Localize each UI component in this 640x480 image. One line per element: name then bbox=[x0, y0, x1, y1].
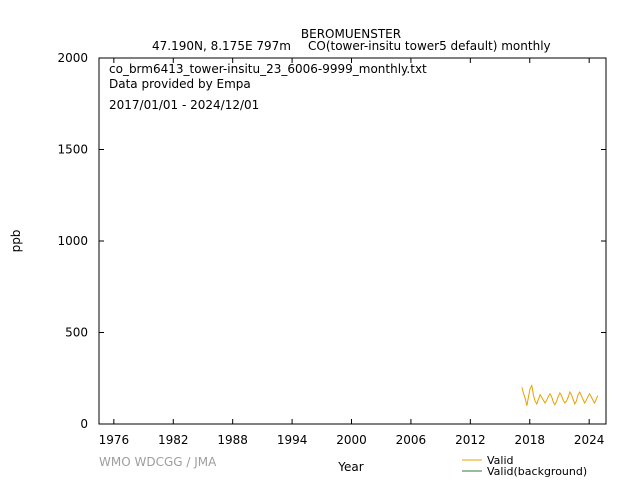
x-tick-label: 2018 bbox=[514, 433, 545, 447]
period-annotation: 2017/01/01 - 2024/12/01 bbox=[109, 98, 259, 112]
axis-ticks: 1976 1982 1988 1994 2000 2006 2012 2018 2024 0 500… bbox=[57, 51, 606, 447]
series-line-valid bbox=[521, 384, 599, 406]
provider-annotation: Data provided by Empa bbox=[109, 77, 251, 91]
y-tick-label: 2000 bbox=[57, 51, 88, 65]
legend: Valid Valid(background) bbox=[462, 454, 587, 478]
file-annotation: co_brm6413_tower-insitu_23_6006-9999_mon… bbox=[109, 62, 427, 76]
series-group bbox=[521, 384, 599, 406]
x-tick-label: 1994 bbox=[277, 433, 308, 447]
x-tick-label: 2006 bbox=[396, 433, 427, 447]
x-tick-label: 2012 bbox=[455, 433, 486, 447]
y-tick-label: 1000 bbox=[57, 234, 88, 248]
credit-text: WMO WDCGG / JMA bbox=[99, 455, 217, 469]
x-tick-label: 1988 bbox=[217, 433, 248, 447]
y-axis-label: ppb bbox=[9, 230, 23, 253]
x-tick-label: 1982 bbox=[158, 433, 189, 447]
station-title: BEROMUENSTER bbox=[301, 27, 401, 41]
location-subtitle: 47.190N, 8.175E 797m bbox=[152, 39, 291, 53]
x-tick-label: 2000 bbox=[336, 433, 367, 447]
y-tick-label: 0 bbox=[80, 417, 88, 431]
species-subtitle: CO(tower-insitu tower5 default) monthly bbox=[308, 39, 551, 53]
y-tick-label: 1500 bbox=[57, 143, 88, 157]
x-axis-label: Year bbox=[337, 460, 363, 474]
legend-valid-label: Valid bbox=[487, 454, 514, 467]
y-tick-label: 500 bbox=[65, 326, 88, 340]
legend-background-label: Valid(background) bbox=[487, 465, 587, 478]
x-tick-label: 2024 bbox=[574, 433, 605, 447]
plot-frame bbox=[98, 57, 607, 425]
x-tick-label: 1976 bbox=[99, 433, 130, 447]
